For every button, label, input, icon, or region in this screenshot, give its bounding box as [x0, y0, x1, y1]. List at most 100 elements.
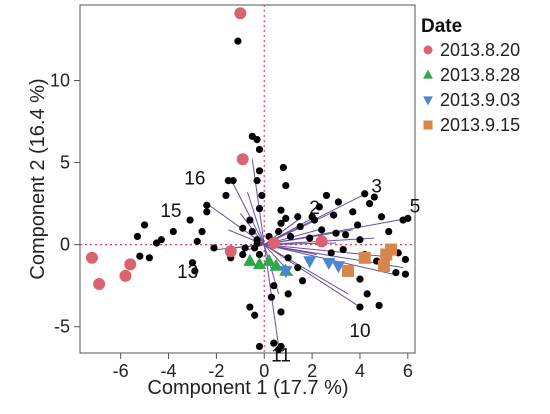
- loading-point: [385, 227, 393, 236]
- loading-point: [315, 203, 323, 211]
- loading-point: [339, 245, 347, 254]
- loading-point: [332, 229, 340, 237]
- loading-point: [169, 227, 177, 236]
- loading-point: [294, 213, 302, 221]
- loading-point: [284, 290, 292, 298]
- loading-point: [275, 227, 283, 236]
- loading-point: [277, 308, 285, 316]
- point-2013.8.28: [243, 253, 257, 266]
- loading-point: [251, 244, 259, 252]
- loading-point: [334, 198, 343, 206]
- loading-point: [253, 136, 261, 144]
- loading-vector: [251, 159, 265, 245]
- x-axis-title: Component 1 (17.7 %): [147, 377, 348, 399]
- loading-point: [188, 259, 197, 267]
- point-2013.8.28: [269, 258, 283, 271]
- point-2013.8.20: [224, 245, 237, 258]
- point-2013.8.20: [124, 258, 137, 271]
- point-2013.8.20: [85, 251, 98, 264]
- vector-label-11: 11: [271, 346, 291, 367]
- loading-point: [294, 264, 302, 272]
- loading-point: [401, 255, 410, 264]
- point-2013.8.20: [267, 237, 280, 250]
- legend-label-2013.9.03: 2013.9.03: [440, 90, 520, 110]
- loading-point-13: [210, 244, 218, 252]
- x-tick-label: -6: [113, 361, 129, 381]
- loading-point: [306, 234, 314, 242]
- point-2013.9.15: [377, 260, 390, 272]
- point-2013.9.15: [358, 251, 371, 264]
- point-2013.9.03: [303, 256, 317, 269]
- loading-point: [277, 219, 285, 227]
- series-markers-group: [85, 7, 398, 291]
- point-2013.9.15: [342, 264, 354, 277]
- loading-point: [277, 206, 285, 214]
- point-2013.8.20: [93, 278, 106, 291]
- loading-point: [198, 227, 206, 236]
- loading-point: [255, 167, 264, 175]
- loading-point: [136, 252, 144, 260]
- loading-point: [267, 293, 276, 301]
- loading-point: [322, 191, 331, 200]
- loadings-points-group: [133, 37, 412, 354]
- loading-point: [270, 282, 278, 290]
- x-tick-label: -4: [161, 361, 177, 381]
- y-axis-title: Component 2 (16.4 %): [27, 78, 49, 279]
- loading-point: [152, 239, 161, 247]
- vector-label-15: 15: [160, 201, 181, 222]
- loading-vector-10: [263, 244, 361, 308]
- y-tick-label: -5: [54, 317, 70, 337]
- loading-point: [145, 254, 153, 262]
- loading-point: [253, 236, 261, 244]
- vector-label-5: 5: [410, 196, 421, 217]
- loading-point: [248, 227, 256, 236]
- legend-title: Date: [421, 16, 462, 37]
- legend-items: 2013.8.20 2013.8.28 2013.9.03 2013.9.15: [423, 40, 520, 135]
- point-2013.8.28: [262, 253, 276, 266]
- x-tick-label: 2: [307, 361, 317, 381]
- tick-group: -6 -4 -2 0 2 4 6 -5 0 5 10: [50, 71, 413, 381]
- loading-point: [251, 311, 259, 319]
- point-2013.8.20: [234, 7, 247, 20]
- point-2013.8.20: [119, 269, 132, 282]
- vector-label-10: 10: [349, 321, 370, 342]
- vector-label-16: 16: [184, 168, 205, 189]
- x-tick-label: 4: [355, 361, 365, 381]
- loading-point: [377, 213, 386, 221]
- legend: Date 2013.8.20 2013.8.28 2013.9.03 2013.9.1…: [421, 16, 520, 135]
- loading-point: [241, 244, 249, 252]
- loading-point: [255, 342, 264, 351]
- loading-point-2: [308, 213, 316, 221]
- loading-point: [255, 250, 264, 259]
- loading-point: [298, 277, 307, 285]
- loading-point: [353, 221, 362, 229]
- vector-label-3: 3: [371, 177, 382, 198]
- plot-frame: [79, 4, 416, 354]
- loading-point: [401, 270, 410, 278]
- loading-vector: [263, 244, 349, 295]
- legend-marker-2013.8.28: [423, 69, 433, 79]
- loading-point: [279, 163, 287, 172]
- loading-point: [282, 214, 290, 222]
- x-tick-label: -2: [208, 361, 224, 381]
- loading-point: [365, 200, 374, 208]
- legend-marker-2013.9.03: [423, 96, 433, 106]
- loading-point: [255, 204, 264, 213]
- legend-marker-2013.8.20: [423, 45, 433, 55]
- point-2013.8.28: [252, 257, 267, 270]
- loading-point: [296, 223, 304, 231]
- loading-point: [363, 290, 371, 298]
- point-2013.8.20: [236, 153, 249, 166]
- vector-label-2: 2: [309, 198, 320, 219]
- loading-vector: [247, 191, 265, 245]
- loading-point: [327, 249, 335, 257]
- point-2013.9.03: [279, 266, 293, 279]
- legend-marker-2013.9.15: [423, 120, 433, 130]
- loading-point: [246, 303, 254, 311]
- loading-point-11: [277, 342, 285, 351]
- loading-point: [222, 191, 230, 200]
- loading-point: [286, 232, 295, 241]
- loading-point: [133, 232, 142, 241]
- loading-point: [258, 191, 266, 200]
